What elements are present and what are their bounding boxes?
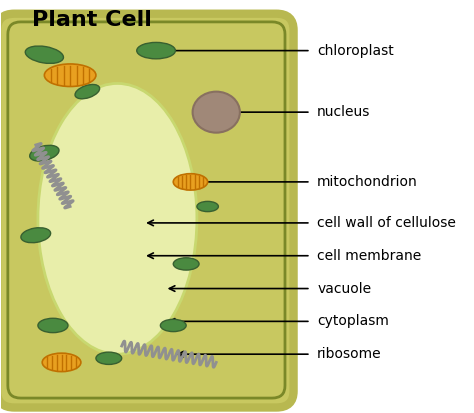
Ellipse shape [160, 319, 186, 332]
Ellipse shape [45, 64, 96, 86]
Text: nucleus: nucleus [317, 105, 371, 119]
Ellipse shape [30, 145, 59, 161]
Text: cytoplasm: cytoplasm [317, 314, 389, 328]
Ellipse shape [75, 85, 100, 99]
FancyBboxPatch shape [0, 14, 293, 408]
Ellipse shape [38, 318, 68, 332]
Text: ribosome: ribosome [317, 347, 382, 361]
Ellipse shape [137, 43, 175, 59]
Ellipse shape [192, 92, 240, 133]
Text: cell wall of cellulose: cell wall of cellulose [317, 216, 456, 230]
Ellipse shape [197, 202, 219, 211]
Ellipse shape [173, 174, 208, 190]
Ellipse shape [25, 46, 64, 64]
Text: vacuole: vacuole [317, 282, 371, 296]
Ellipse shape [21, 228, 51, 243]
Text: cell membrane: cell membrane [317, 249, 421, 263]
Ellipse shape [96, 352, 122, 364]
Ellipse shape [42, 353, 81, 372]
Text: mitochondrion: mitochondrion [317, 175, 418, 189]
Ellipse shape [173, 258, 199, 270]
Ellipse shape [38, 83, 197, 354]
Text: chloroplast: chloroplast [317, 44, 394, 58]
Text: Plant Cell: Plant Cell [32, 9, 152, 30]
